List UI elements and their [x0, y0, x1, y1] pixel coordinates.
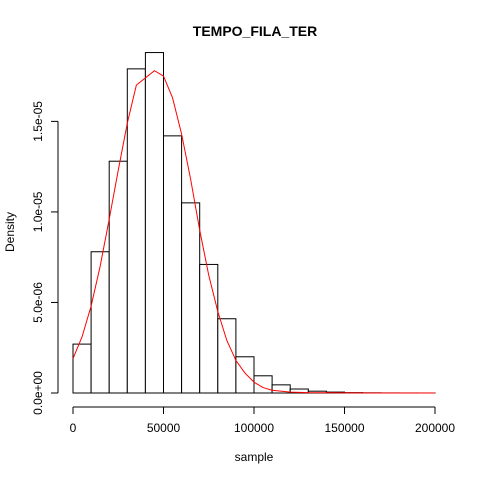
- histogram-bar-10: [253, 375, 273, 394]
- histogram-bar-9: [235, 356, 255, 394]
- chart-title: TEMPO_FILA_TER: [193, 23, 317, 39]
- fitted-density-curve: [72, 70, 436, 394]
- y-axis-label: Density: [3, 212, 17, 252]
- histogram-bar-4: [144, 52, 164, 394]
- y-axis: 0.0e+00 5.0e-06 1.0e-05 1.5e-05: [31, 101, 59, 415]
- y-tick-label-2: 1.0e-05: [31, 191, 45, 232]
- y-tick-label-3: 1.5e-05: [31, 101, 45, 142]
- histogram-bar-7: [199, 263, 219, 394]
- x-axis-label: sample: [235, 450, 274, 464]
- x-tick-label-3: 150000: [324, 421, 364, 435]
- fitted-curve-layer: [72, 70, 436, 394]
- histogram-bar-1: [90, 251, 110, 394]
- histogram-bar-8: [217, 318, 237, 394]
- histogram-bar-6: [181, 202, 201, 394]
- histogram-bar-3: [126, 68, 146, 394]
- histogram-bar-2: [108, 160, 128, 394]
- y-tick-label-0: 0.0e+00: [31, 371, 45, 415]
- histogram-bars: [72, 52, 436, 394]
- y-tick-label-1: 5.0e-06: [31, 282, 45, 323]
- x-tick-label-4: 200000: [415, 421, 455, 435]
- x-axis: 0 50000 100000 150000 200000: [70, 406, 455, 435]
- x-tick-label-2: 100000: [234, 421, 274, 435]
- histogram-bar-5: [163, 135, 183, 394]
- x-tick-label-1: 50000: [147, 421, 181, 435]
- x-tick-label-0: 0: [70, 421, 77, 435]
